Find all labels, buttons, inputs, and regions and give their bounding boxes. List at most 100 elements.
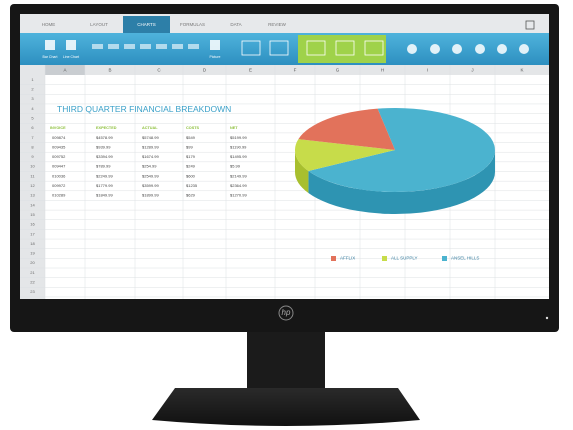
table-cell: $1495.99 bbox=[230, 154, 247, 159]
legend-label: AFFLIX bbox=[340, 256, 355, 261]
table-cell: $629 bbox=[186, 193, 196, 198]
column-header: C bbox=[157, 68, 161, 73]
row-header: 4 bbox=[31, 106, 34, 111]
logo-ring bbox=[278, 305, 294, 321]
ribbon-icon[interactable] bbox=[519, 44, 529, 54]
table-cell: $1190.99 bbox=[230, 144, 247, 149]
pie-side bbox=[308, 150, 495, 214]
table-cell: $600 bbox=[186, 173, 196, 178]
row-header: 18 bbox=[30, 241, 35, 246]
close-button[interactable] bbox=[525, 20, 535, 30]
ribbon-tool[interactable] bbox=[364, 40, 384, 56]
legend-swatch bbox=[382, 256, 387, 261]
ribbon-tool[interactable] bbox=[156, 44, 167, 49]
ribbon-icon[interactable] bbox=[45, 40, 55, 50]
column-header: H bbox=[381, 68, 384, 73]
ribbon-icon[interactable] bbox=[66, 40, 76, 50]
table-cell: $1674.99 bbox=[142, 154, 159, 159]
ribbon-icon[interactable] bbox=[475, 44, 485, 54]
column-header: D bbox=[203, 68, 207, 73]
tab[interactable]: REVIEW bbox=[268, 22, 287, 27]
column-header-bar bbox=[20, 65, 549, 75]
column-header: I bbox=[427, 68, 428, 73]
sheet-title: THIRD QUARTER FINANCIAL BREAKDOWN bbox=[57, 104, 231, 114]
row-header: 21 bbox=[30, 270, 35, 275]
row-header: 14 bbox=[30, 202, 35, 207]
row-header: 23 bbox=[30, 289, 35, 294]
tab-active bbox=[123, 16, 170, 33]
row-header: 12 bbox=[30, 183, 35, 188]
row-header: 17 bbox=[30, 231, 35, 236]
pie-chart bbox=[294, 107, 495, 214]
stand-neck bbox=[247, 328, 325, 390]
ribbon-tool[interactable] bbox=[140, 44, 151, 49]
table-cell: $2149.99 bbox=[230, 173, 247, 178]
row-header: 13 bbox=[30, 193, 35, 198]
table-cell: 009874 bbox=[52, 135, 66, 140]
table-header: COSTS bbox=[186, 126, 200, 130]
row-header: 7 bbox=[31, 135, 34, 140]
row-header: 1 bbox=[31, 77, 34, 82]
ribbon-chart-group bbox=[298, 35, 386, 63]
ribbon-label: Bar Chart bbox=[43, 55, 58, 59]
ribbon-tool[interactable] bbox=[124, 44, 135, 49]
table-cell: $5748.99 bbox=[142, 135, 159, 140]
ribbon-icon[interactable] bbox=[430, 44, 440, 54]
table-cell: $939.99 bbox=[96, 144, 111, 149]
power-led bbox=[545, 316, 549, 320]
table-cell: $5.99 bbox=[230, 164, 241, 169]
row-header: 11 bbox=[30, 173, 35, 178]
ribbon-tool[interactable] bbox=[92, 44, 103, 49]
table-cell: $2364.99 bbox=[230, 183, 247, 188]
legend-label: ANSEL HILLS bbox=[451, 256, 479, 261]
tab[interactable]: LAYOUT bbox=[90, 22, 108, 27]
ribbon-icon[interactable] bbox=[452, 44, 462, 54]
table-cell: $1779.99 bbox=[96, 183, 113, 188]
row-header: 8 bbox=[31, 144, 34, 149]
table-cell: $1235 bbox=[186, 183, 198, 188]
tab[interactable]: DATA bbox=[230, 22, 241, 27]
tab[interactable]: CHARTS bbox=[137, 22, 155, 27]
ribbon-icon[interactable] bbox=[497, 44, 507, 54]
ribbon-label: Line Chart bbox=[63, 55, 79, 59]
table-cell: $4578.99 bbox=[96, 135, 113, 140]
ribbon-icon[interactable] bbox=[210, 40, 220, 50]
table-cell: $1289.99 bbox=[142, 144, 159, 149]
ribbon-tool[interactable] bbox=[306, 40, 326, 56]
table-header: INVOICE bbox=[50, 126, 66, 130]
column-header: J bbox=[471, 68, 473, 73]
table-cell: 009752 bbox=[52, 154, 66, 159]
table-cell: $1849.99 bbox=[96, 193, 113, 198]
stand bbox=[152, 328, 420, 426]
ribbon-tool[interactable] bbox=[269, 40, 289, 56]
row-header: 5 bbox=[31, 115, 34, 120]
table-cell: $254.99 bbox=[142, 164, 157, 169]
ribbon-tool[interactable] bbox=[172, 44, 183, 49]
ribbon-icon[interactable] bbox=[407, 44, 417, 54]
ribbon-tool[interactable] bbox=[335, 40, 355, 56]
table-cell: 010289 bbox=[52, 193, 66, 198]
table-cell: 010036 bbox=[52, 173, 66, 178]
tab[interactable]: HOME bbox=[42, 22, 56, 27]
table-cell: $179 bbox=[186, 154, 196, 159]
tab[interactable]: FORMULAS bbox=[180, 22, 205, 27]
row-header: 19 bbox=[30, 251, 35, 256]
column-header: K bbox=[520, 68, 523, 73]
row-header: 22 bbox=[30, 280, 35, 285]
pie-slice bbox=[298, 108, 395, 150]
ribbon-tool[interactable] bbox=[241, 40, 261, 56]
ribbon-tool[interactable] bbox=[188, 44, 199, 49]
column-header: F bbox=[294, 68, 297, 73]
ribbon-tool[interactable] bbox=[108, 44, 119, 49]
table-cell: 009447 bbox=[52, 164, 66, 169]
column-header: G bbox=[336, 68, 340, 73]
pie-side bbox=[295, 150, 309, 193]
table-cell: $99 bbox=[186, 144, 193, 149]
stand-base bbox=[152, 388, 420, 426]
column-header: B bbox=[108, 68, 111, 73]
table-cell: $3394.99 bbox=[96, 154, 113, 159]
table-cell: 009972 bbox=[52, 183, 66, 188]
ribbon-label: Picture bbox=[210, 55, 221, 59]
table-cell: $789.99 bbox=[96, 164, 111, 169]
